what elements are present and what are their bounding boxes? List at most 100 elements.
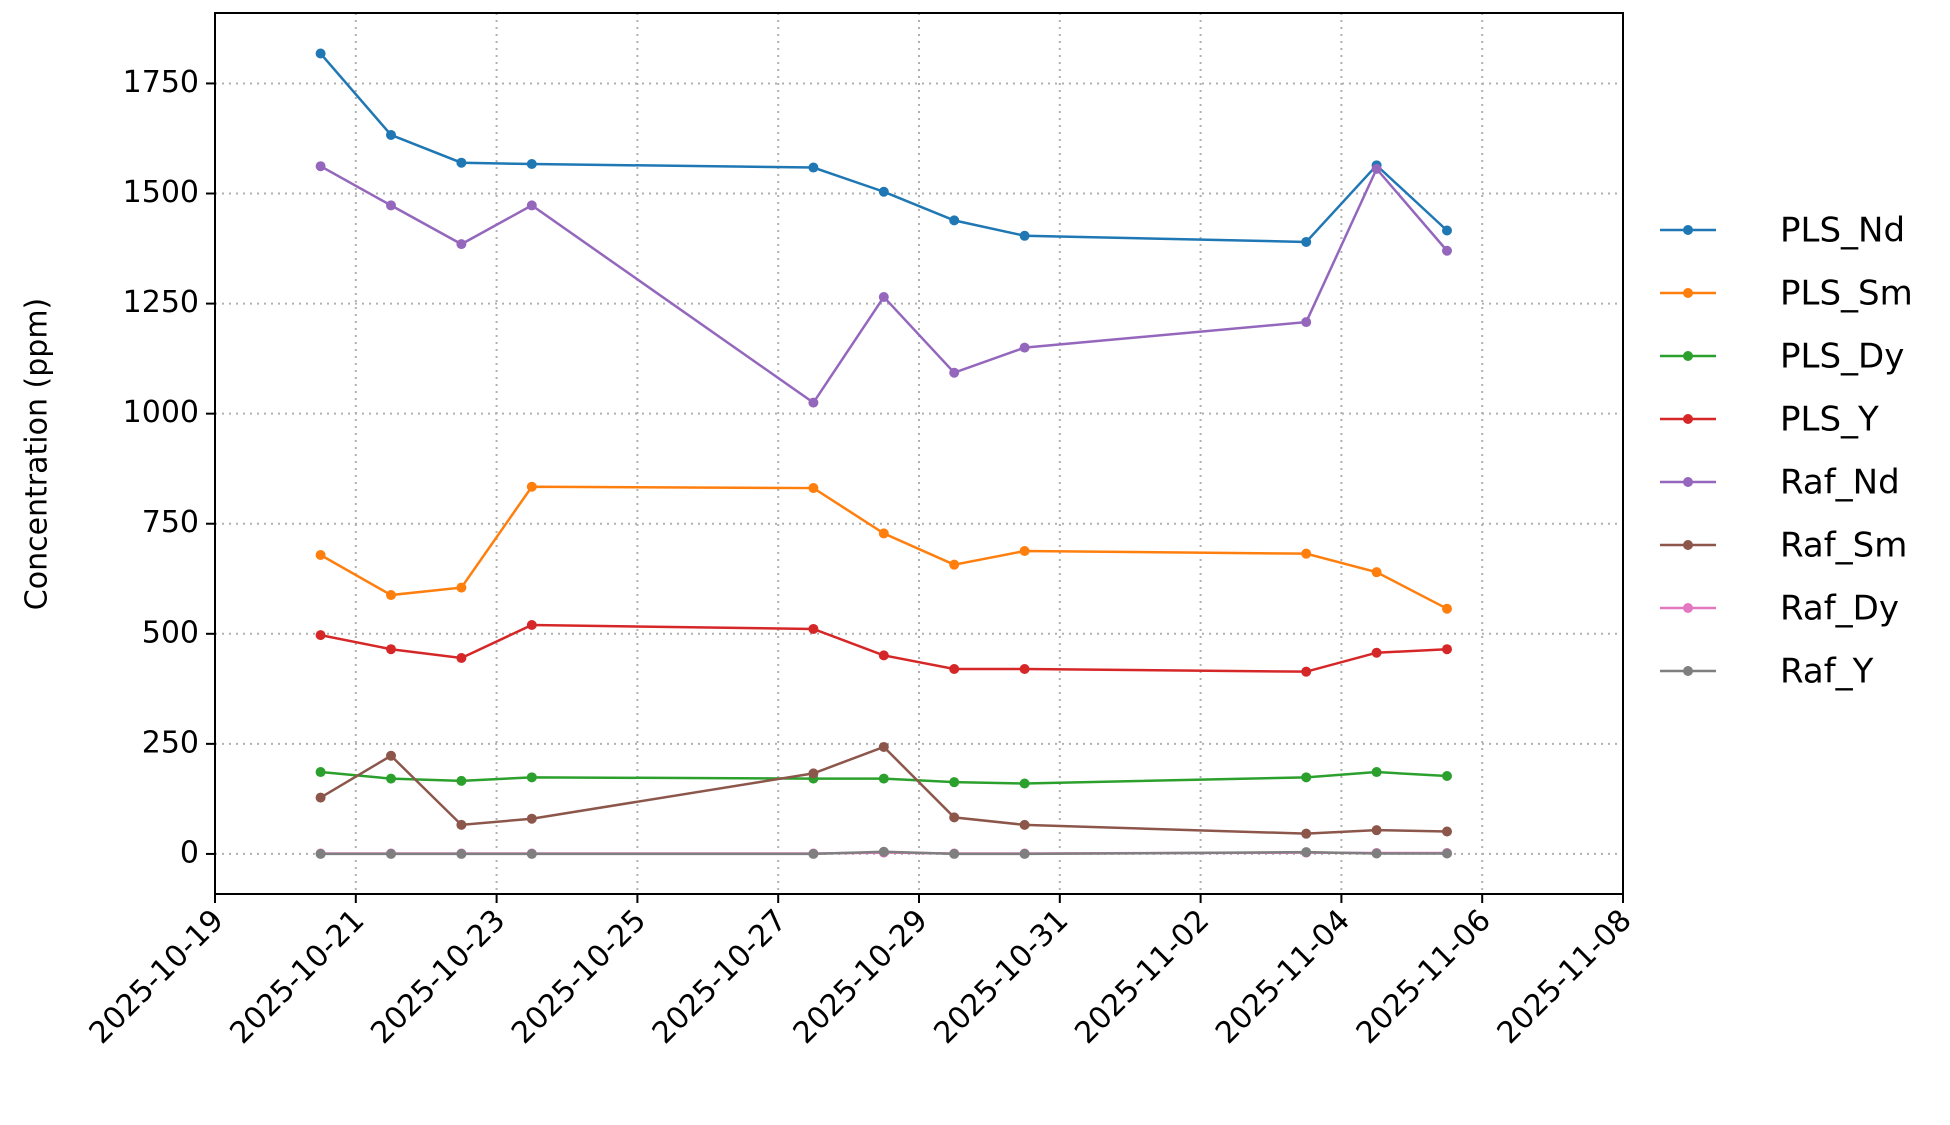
data-point — [1301, 847, 1312, 858]
legend-marker — [1683, 351, 1693, 361]
data-point — [526, 481, 537, 492]
data-point — [456, 848, 467, 859]
data-point — [1442, 848, 1452, 859]
legend-marker — [1683, 666, 1693, 676]
data-point — [949, 367, 960, 378]
data-point — [1019, 778, 1030, 789]
data-point — [808, 397, 819, 408]
x-tick-label: 2025-11-02 — [1068, 903, 1216, 1051]
data-point — [878, 741, 889, 752]
data-point — [1019, 664, 1030, 675]
legend-marker — [1683, 540, 1693, 550]
data-point — [878, 773, 889, 784]
x-tick-label: 2025-11-06 — [1350, 903, 1498, 1051]
data-point — [315, 848, 326, 859]
data-point — [1301, 317, 1312, 328]
x-tick-label: 2025-11-08 — [1491, 903, 1639, 1051]
data-point — [526, 848, 537, 859]
data-point — [1371, 825, 1382, 836]
y-tick-label: 750 — [142, 505, 199, 540]
x-tick-label: 2025-10-23 — [364, 903, 512, 1051]
data-point — [386, 129, 396, 140]
data-point — [808, 162, 819, 173]
data-point — [878, 650, 889, 661]
data-point — [1019, 546, 1030, 557]
data-point — [1301, 236, 1312, 247]
data-point — [386, 750, 396, 761]
data-point — [315, 792, 326, 803]
legend-marker — [1683, 414, 1693, 424]
data-point — [456, 653, 467, 664]
data-point — [949, 848, 960, 859]
legend-marker — [1683, 225, 1693, 235]
x-tick-label: 2025-10-31 — [927, 903, 1075, 1051]
series-line — [319, 52, 1448, 244]
data-point — [386, 848, 396, 859]
y-tick-label: 1000 — [123, 395, 199, 430]
data-point — [1442, 225, 1452, 236]
data-point — [949, 215, 960, 226]
data-point — [526, 159, 537, 170]
data-point — [1442, 771, 1452, 782]
data-point — [1019, 230, 1030, 241]
data-point — [949, 812, 960, 823]
data-point — [386, 590, 396, 601]
data-point — [1019, 819, 1030, 830]
data-point — [386, 644, 396, 655]
data-point — [526, 619, 537, 630]
plot-frame — [214, 12, 1624, 895]
y-tick-label: 0 — [180, 835, 199, 870]
data-point — [1301, 772, 1312, 783]
legend-marker — [1683, 477, 1693, 487]
data-point — [1371, 567, 1382, 578]
data-point — [1371, 647, 1382, 658]
data-point — [1442, 644, 1452, 655]
data-point — [1019, 848, 1030, 859]
data-point — [1371, 163, 1382, 174]
data-point — [808, 768, 819, 779]
y-tick-label: 1750 — [123, 65, 199, 100]
data-point — [456, 775, 467, 786]
data-point — [386, 200, 396, 211]
series-line — [319, 165, 1448, 405]
legend-marker — [1683, 288, 1693, 298]
data-point — [878, 291, 889, 302]
data-point — [456, 582, 467, 593]
legend-label: PLS_Sm — [1780, 274, 1913, 314]
data-point — [1301, 828, 1312, 839]
legend-label: PLS_Nd — [1780, 211, 1905, 251]
data-point — [1371, 767, 1382, 778]
legend-label: PLS_Dy — [1780, 337, 1904, 377]
data-point — [526, 200, 537, 211]
legend-label: Raf_Y — [1780, 652, 1874, 692]
x-tick-label: 2025-10-29 — [787, 903, 935, 1051]
data-point — [315, 767, 326, 778]
data-point — [949, 559, 960, 570]
data-point — [1442, 245, 1452, 256]
x-tick-label: 2025-10-19 — [83, 903, 231, 1051]
x-tick-label: 2025-10-27 — [646, 903, 794, 1051]
y-tick-label: 1250 — [123, 285, 199, 320]
x-tick-label: 2025-11-04 — [1209, 903, 1357, 1051]
legend-marker — [1683, 603, 1693, 613]
data-point — [456, 157, 467, 168]
data-point — [315, 630, 326, 641]
data-point — [878, 846, 889, 857]
data-point — [878, 186, 889, 197]
data-point — [1442, 603, 1452, 614]
data-point — [1301, 666, 1312, 677]
data-point — [456, 239, 467, 250]
x-tick-label: 2025-10-21 — [223, 903, 371, 1051]
data-point — [315, 48, 326, 59]
data-point — [315, 161, 326, 172]
series-line — [319, 745, 1448, 835]
data-point — [1442, 826, 1452, 837]
data-point — [808, 483, 819, 494]
y-axis-label: Concentration (ppm) — [20, 298, 55, 610]
y-tick-label: 500 — [142, 615, 199, 650]
data-point — [456, 819, 467, 830]
data-point — [386, 773, 396, 784]
x-tick-label: 2025-10-25 — [505, 903, 653, 1051]
data-point — [878, 528, 889, 539]
